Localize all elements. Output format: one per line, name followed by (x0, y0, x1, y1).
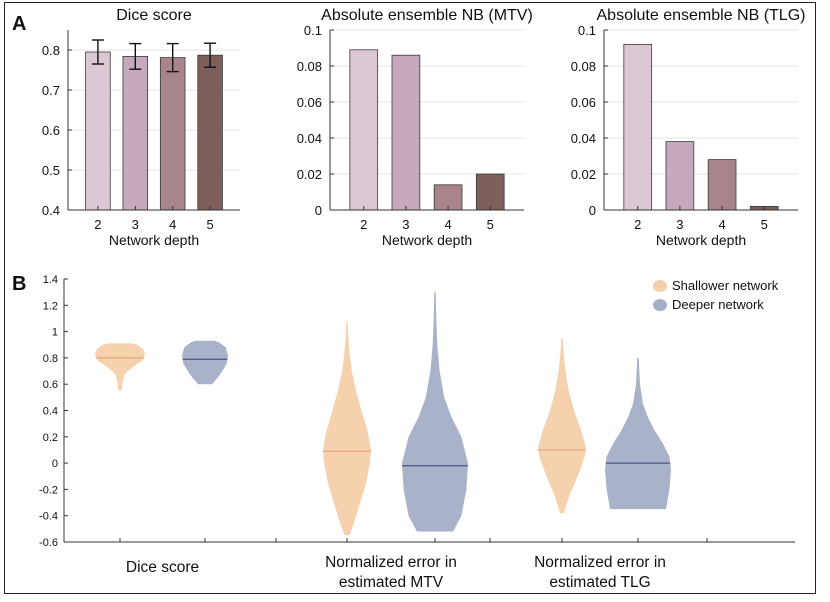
x-tick-label: 4 (718, 217, 725, 232)
y-tick-label: 0.6 (42, 123, 60, 138)
y-tick-label: 0.02 (297, 167, 322, 182)
bar-depth-4 (707, 159, 737, 211)
x-tick-label: 4 (444, 217, 451, 232)
panel-label-b: B (12, 273, 26, 295)
group-label-dice: Dice score (126, 559, 199, 576)
x-axis-label: Network depth (109, 232, 199, 248)
group-label-line-2: estimated MTV (339, 574, 444, 591)
y-tick-label: 0.02 (571, 167, 596, 182)
bar-chart-3: 0 0.02 0.04 0.06 0.08 0.1 2 3 4 5 Absolute ensembl… (571, 7, 806, 248)
violin-shallower-3 (538, 338, 586, 514)
violin-shallower-2 (323, 321, 371, 536)
legend-swatch-deeper (653, 299, 667, 311)
violin-chart: -0.6 -0.4 -0.2 0 0.2 0.4 0.6 0.8 1 1.2 1.4 Dice sco… (39, 274, 795, 591)
y-tick-label: 0 (52, 458, 58, 470)
y-tick-label: 0.06 (571, 95, 596, 110)
y-tick-label: 0.2 (43, 432, 58, 444)
bar-depth-5 (197, 54, 223, 211)
group-label-tlg: Normalized error in estimated TLG (534, 554, 666, 591)
y-tick-label: 0.08 (297, 59, 322, 74)
y-tick-label: 1.2 (43, 300, 58, 312)
figure-frame (4, 2, 816, 594)
y-tick-label: 0.06 (297, 95, 322, 110)
y-tick-label: 1.4 (43, 274, 58, 286)
x-tick-label: 2 (634, 217, 641, 232)
legend-label-shallower: Shallower network (672, 278, 779, 293)
bar-depth-2 (349, 49, 379, 211)
y-tick-label: 0.08 (571, 59, 596, 74)
bar-depth-2 (85, 51, 111, 211)
y-tick-label: -0.6 (39, 537, 58, 549)
bar-depth-3 (665, 141, 695, 211)
group-label-line-1: Normalized error in (325, 554, 457, 571)
y-tick-label: 1 (52, 327, 58, 339)
y-tick-label: 0.8 (42, 43, 60, 58)
x-tick-label: 2 (360, 217, 367, 232)
x-tick-label: 3 (132, 217, 139, 232)
y-tick-label: 0.8 (43, 353, 58, 365)
x-tick-label: 3 (402, 217, 409, 232)
y-tick-label: 0.04 (571, 131, 596, 146)
y-tick-label: -0.4 (39, 511, 58, 523)
panel-label-a: A (12, 13, 26, 35)
y-tick-label: 0.1 (304, 23, 322, 38)
x-tick-label: 5 (761, 217, 768, 232)
x-tick-label: 3 (676, 217, 683, 232)
legend-label-deeper: Deeper network (672, 297, 764, 312)
y-tick-label: 0.04 (297, 131, 322, 146)
bar-depth-2 (623, 44, 653, 211)
legend: Shallower network Deeper network (653, 278, 779, 312)
y-tick-label: 0.7 (42, 83, 60, 98)
y-tick-label: 0.4 (43, 406, 58, 418)
bar-depth-3 (391, 54, 421, 211)
chart-title: Absolute ensemble NB (MTV) (321, 7, 533, 24)
y-tick-label: 0 (315, 203, 322, 218)
y-tick-label: -0.2 (39, 484, 58, 496)
y-tick-label: 0.1 (578, 23, 596, 38)
y-tick-label: 0 (589, 203, 596, 218)
legend-swatch-shallower (653, 280, 667, 292)
violin-shallower-1 (95, 343, 145, 391)
group-label-line-2: estimated TLG (549, 574, 650, 591)
x-axis-label: Network depth (382, 232, 472, 248)
bar-depth-5 (475, 173, 505, 211)
violin-deeper-2 (402, 292, 468, 532)
bar-chart-1: 0.4 0.5 0.6 0.7 0.8 2 3 4 5 Dice score Network dep… (42, 7, 240, 248)
x-tick-label: 5 (206, 217, 213, 232)
bar-chart-2: 0 0.02 0.04 0.06 0.08 0.1 2 3 4 5 Absolute ensembl… (297, 7, 533, 248)
bar-depth-3 (122, 56, 149, 211)
violin-deeper-1 (182, 340, 228, 385)
x-axis-label: Network depth (656, 232, 746, 248)
y-tick-label: 0.5 (42, 163, 60, 178)
violin-deeper-3 (605, 357, 671, 510)
bar-depth-4 (159, 57, 186, 211)
group-label-line-1: Normalized error in (534, 554, 666, 571)
x-tick-label: 2 (94, 217, 101, 232)
y-tick-label: 0.4 (42, 203, 60, 218)
chart-title: Dice score (116, 7, 192, 24)
bar-depth-4 (433, 184, 463, 211)
group-label-mtv: Normalized error in estimated MTV (325, 554, 457, 591)
y-tick-label: 0.6 (43, 379, 58, 391)
x-tick-label: 5 (487, 217, 494, 232)
chart-title: Absolute ensemble NB (TLG) (597, 7, 806, 24)
x-tick-label: 4 (169, 217, 176, 232)
